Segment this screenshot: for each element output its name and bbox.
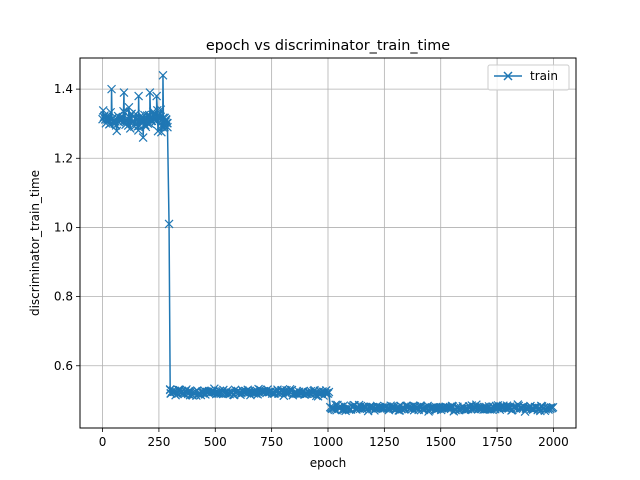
y-axis-title: discriminator_train_time (28, 170, 42, 316)
data-point-marker (156, 105, 166, 115)
x-tick-label: 0 (99, 435, 107, 449)
y-tick-label: 1.4 (54, 82, 73, 96)
x-tick-label: 250 (147, 435, 170, 449)
series-train (98, 70, 558, 416)
data-point-marker (158, 70, 168, 80)
x-tick-label: 1000 (313, 435, 344, 449)
data-point-marker (112, 126, 122, 136)
y-tick-label: 0.8 (54, 290, 73, 304)
legend-label-train: train (530, 69, 558, 83)
chart-title: epoch vs discriminator_train_time (206, 38, 450, 54)
y-axis: 0.6 0.8 1.0 1.2 1.4 (54, 82, 80, 373)
data-point-marker (134, 91, 144, 101)
data-point-marker (124, 102, 134, 112)
data-point-marker (418, 403, 428, 413)
x-tick-label: 1750 (482, 435, 513, 449)
x-tick-label: 1250 (369, 435, 400, 449)
data-point-marker (119, 88, 129, 98)
data-point-marker (160, 122, 169, 132)
data-point-marker (152, 91, 162, 101)
data-point-marker (324, 387, 334, 397)
data-point-marker (107, 84, 116, 94)
legend: train (487, 64, 570, 91)
x-tick-label: 750 (260, 435, 283, 449)
data-point-marker (180, 389, 190, 399)
y-tick-label: 1.0 (54, 220, 73, 234)
y-tick-label: 1.2 (54, 151, 73, 165)
data-point-marker (145, 88, 155, 98)
x-tick-label: 1500 (425, 435, 456, 449)
x-tick-label: 500 (204, 435, 227, 449)
y-tick-label: 0.6 (54, 359, 73, 373)
data-point-marker (163, 122, 172, 132)
legend-marker (503, 71, 513, 81)
data-point-marker (163, 118, 172, 128)
x-axis: 0 250 500 750 1000 1250 1500 1750 2000 (99, 428, 569, 449)
data-point-marker (548, 402, 558, 412)
data-point-marker (164, 219, 174, 229)
data-point-marker (138, 133, 148, 142)
legend-box (487, 64, 570, 91)
x-tick-label: 2000 (538, 435, 569, 449)
x-axis-title: epoch (310, 456, 347, 470)
grid (80, 58, 576, 428)
data-point-marker (161, 115, 171, 125)
